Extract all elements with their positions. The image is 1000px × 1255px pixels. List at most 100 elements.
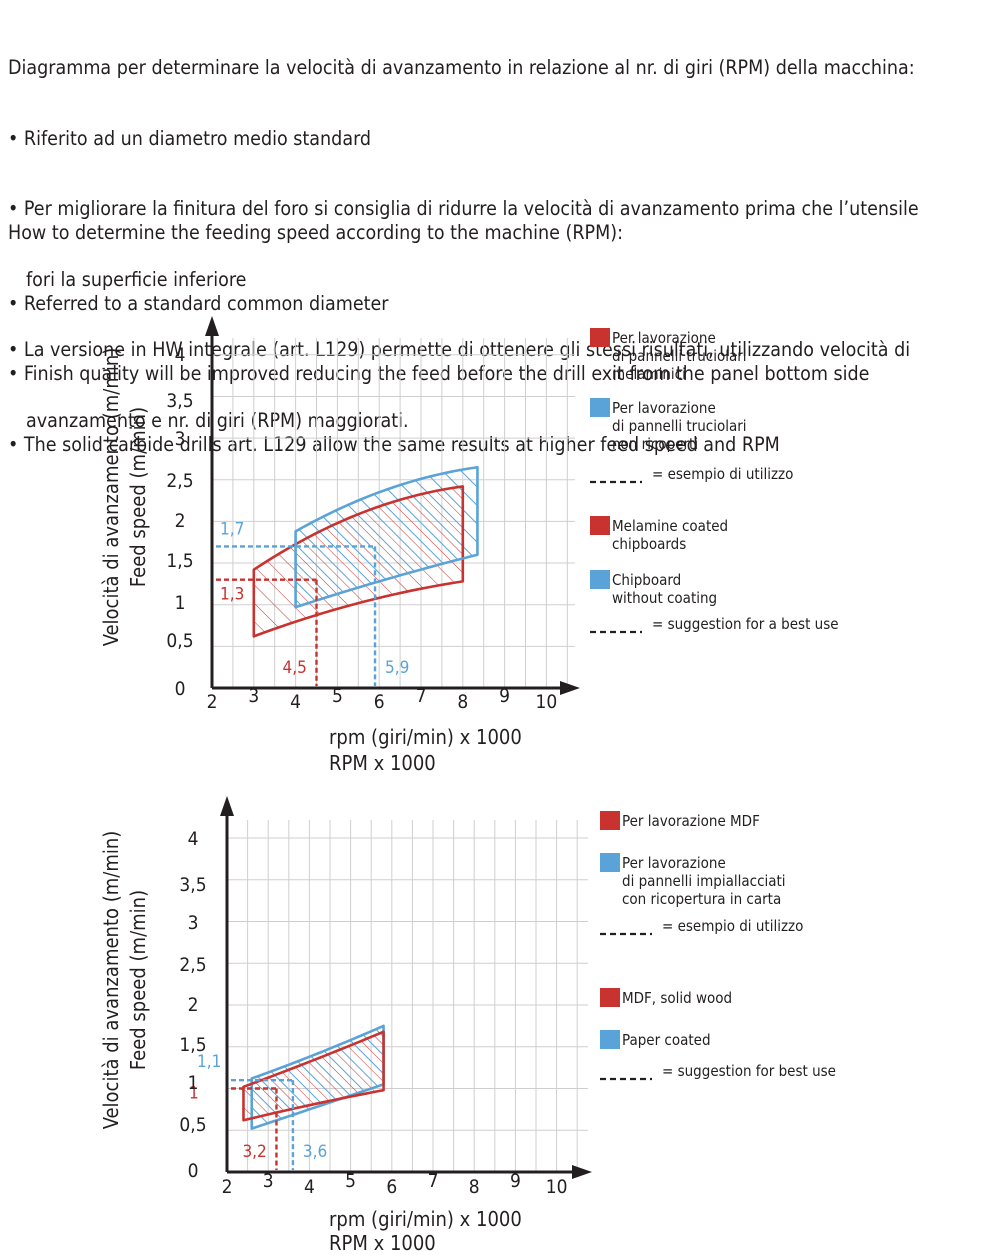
legend-text: chipboards	[612, 535, 686, 553]
y-axis-label-it: Velocità di avanzamento (m/min)	[99, 831, 123, 1130]
y-axis-arrow	[205, 316, 219, 336]
x-axis-label-en: RPM x 1000	[329, 751, 436, 775]
x-tick-label: 10	[536, 691, 558, 713]
legend-text: = suggestion for a best use	[652, 615, 839, 633]
y-tick-label: 2,5	[179, 954, 206, 976]
y-tick-label: 4	[188, 828, 199, 850]
y-tick-label: 0,5	[166, 630, 193, 652]
intro-it-bullet: • Per migliorare la finitura del foro si…	[8, 197, 919, 220]
legend-text: Per lavorazione	[622, 854, 726, 872]
legend-swatch-red	[590, 328, 610, 347]
y-tick-label: 0	[175, 678, 186, 700]
x-tick-label: 5	[332, 685, 343, 707]
legend-text: con ricopertura in carta	[622, 890, 781, 908]
intro-it-bullet-cont: fori la superficie inferiore	[26, 267, 247, 291]
x-tick-label: 7	[428, 1170, 439, 1192]
y-axis-label-en: Feed speed (m/min)	[126, 407, 150, 587]
x-tick-label: 8	[457, 691, 468, 713]
legend-text: di pannelli impiallacciati	[622, 872, 786, 890]
x-tick-label: 9	[499, 685, 510, 707]
x-axis-arrow	[572, 1165, 592, 1179]
chart-mdf: 1 3,2 1,1 3,6 2 3 4 5 6 7 8 9 10 0 0,5 1 1,5 2 2,5 3 3,5 4 Vel…	[99, 796, 836, 1255]
series-outline-blue	[294, 465, 479, 609]
legend-text: = esempio di utilizzo	[662, 917, 803, 935]
y-axis-label-en: Feed speed (m/min)	[126, 890, 150, 1070]
y-tick-label: 0	[188, 1160, 199, 1182]
intro-english: How to determine the feeding speed accor…	[8, 174, 869, 480]
legend-text: Per lavorazione	[612, 399, 716, 417]
legend-text: non ricoperti	[612, 435, 698, 453]
legend-text: melaminici	[612, 365, 686, 383]
intro-italian: Diagramma per determinare la velocità di…	[8, 9, 919, 456]
example-value-y: 1	[189, 1084, 199, 1104]
x-axis-label-en: RPM x 1000	[329, 1231, 436, 1255]
legend-text: Paper coated	[622, 1031, 711, 1049]
x-tick-label: 4	[290, 691, 301, 713]
x-tick-label: 2	[222, 1176, 233, 1198]
x-tick-label: 4	[304, 1176, 315, 1198]
y-tick-label: 0,5	[179, 1114, 206, 1136]
legend-text: Melamine coated	[612, 517, 728, 535]
example-value-y: 1,3	[220, 585, 244, 605]
y-tick-label: 1,5	[179, 1034, 206, 1056]
example-value-x: 5,9	[385, 658, 409, 678]
legend-swatch-blue	[590, 570, 610, 589]
example-value-x: 3,6	[303, 1142, 327, 1162]
x-axis-label-it: rpm (giri/min) x 1000	[329, 1207, 522, 1231]
series-outline-red	[242, 1030, 385, 1122]
x-tick-label: 2	[207, 691, 218, 713]
intro-en-bullet: • Finish quality will be improved reduci…	[8, 362, 870, 385]
x-axis-label-it: rpm (giri/min) x 1000	[329, 725, 522, 749]
example-value-x: 3,2	[242, 1142, 266, 1162]
legend-text: di pannelli truciolari	[612, 347, 747, 365]
legend-swatch-blue	[600, 853, 620, 872]
y-tick-label: 3,5	[179, 874, 206, 896]
intro-en-bullet: • Referred to a standard common diameter	[8, 291, 389, 315]
x-tick-label: 9	[510, 1170, 521, 1192]
example-value-x: 4,5	[283, 658, 307, 678]
legend-text: MDF, solid wood	[622, 989, 732, 1007]
y-tick-label: 3,5	[166, 390, 193, 412]
x-tick-label: 7	[416, 685, 427, 707]
x-tick-label: 8	[469, 1176, 480, 1198]
x-tick-label: 6	[374, 691, 385, 713]
legend-text: di pannelli truciolari	[612, 417, 747, 435]
intro-it-heading: Diagramma per determinare la velocità di…	[8, 56, 915, 79]
y-tick-label: 3	[188, 912, 199, 934]
intro-it-bullet: • Riferito ad un diametro medio standard	[8, 126, 372, 150]
legend-swatch-blue	[600, 1030, 620, 1049]
y-tick-label: 1	[188, 1072, 199, 1094]
y-axis-label-it: Velocità di avanzamento (m/min)	[99, 348, 123, 647]
legend-swatch-blue	[590, 398, 610, 417]
y-tick-label: 2,5	[166, 470, 193, 492]
example-value-y: 1,7	[220, 519, 244, 539]
legend-text: Per lavorazione	[612, 329, 716, 347]
legend-text: without coating	[612, 589, 717, 607]
series-area-blue	[295, 467, 478, 608]
y-axis-arrow	[220, 796, 234, 816]
example-value-y: 1,1	[197, 1052, 221, 1072]
legend-swatch-red	[600, 988, 620, 1007]
legend-text: Per lavorazione MDF	[622, 812, 760, 830]
intro-en-heading: How to determine the feeding speed accor…	[8, 221, 624, 244]
x-tick-label: 6	[386, 1176, 397, 1198]
legend-swatch-red	[590, 516, 610, 535]
legend-text: = suggestion for best use	[662, 1062, 836, 1080]
x-tick-label: 10	[546, 1176, 568, 1198]
x-tick-label: 3	[263, 1170, 274, 1192]
y-tick-label: 2	[188, 994, 199, 1016]
intro-en-bullet: • The solid carbide drills art. L129 all…	[8, 432, 780, 456]
legend-text: = esempio di utilizzo	[652, 465, 793, 483]
y-tick-label: 1	[175, 592, 186, 614]
y-tick-label: 3	[175, 428, 186, 450]
legend-swatch-red	[600, 811, 620, 830]
series-area-red	[243, 1031, 384, 1121]
x-tick-label: 3	[248, 685, 259, 707]
x-axis-arrow	[560, 681, 580, 695]
y-tick-label: 1,5	[166, 550, 193, 572]
y-tick-label: 2	[175, 510, 186, 532]
chart-chipboard: 1,3 4,5 1,7 5,9 2 3 4 5 6 7 8 9 10 0 0,5 1 1,5 2 2,5 3 3,5 4 V…	[99, 316, 839, 775]
x-tick-label: 5	[345, 1170, 356, 1192]
y-tick-label: 4	[175, 344, 186, 366]
